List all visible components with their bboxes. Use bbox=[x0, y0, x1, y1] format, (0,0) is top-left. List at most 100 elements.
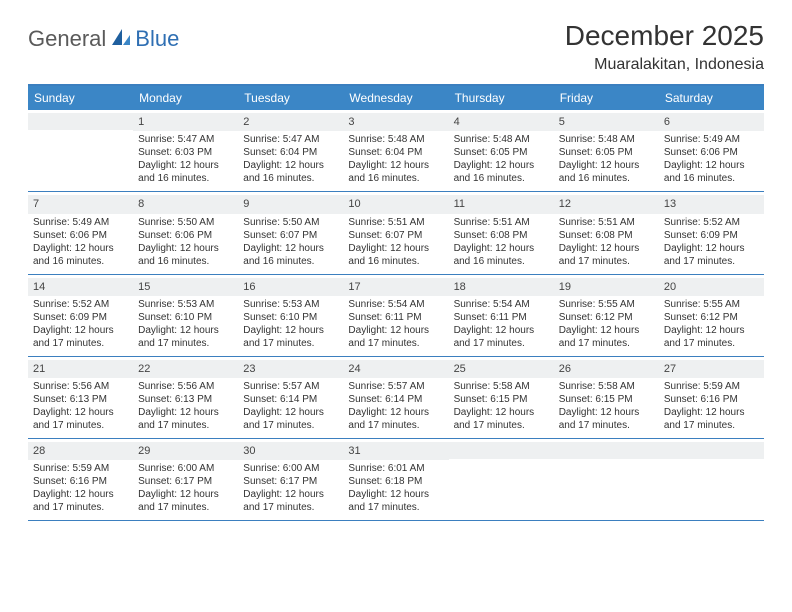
sunset-text: Sunset: 6:08 PM bbox=[559, 229, 654, 242]
sunset-text: Sunset: 6:03 PM bbox=[138, 146, 233, 159]
sunrise-text: Sunrise: 5:57 AM bbox=[243, 380, 338, 393]
sunrise-text: Sunrise: 5:54 AM bbox=[454, 298, 549, 311]
week-row: 7Sunrise: 5:49 AMSunset: 6:06 PMDaylight… bbox=[28, 192, 764, 274]
day-number: 18 bbox=[449, 278, 554, 296]
day-number: 26 bbox=[554, 360, 659, 378]
sunrise-text: Sunrise: 5:56 AM bbox=[33, 380, 128, 393]
day-number: 23 bbox=[238, 360, 343, 378]
day-header-monday: Monday bbox=[133, 86, 238, 110]
location: Muaralakitan, Indonesia bbox=[565, 56, 764, 74]
sunset-text: Sunset: 6:06 PM bbox=[138, 229, 233, 242]
day-number: 5 bbox=[554, 113, 659, 131]
sunrise-text: Sunrise: 5:51 AM bbox=[348, 216, 443, 229]
sunset-text: Sunset: 6:15 PM bbox=[559, 393, 654, 406]
day-header-thursday: Thursday bbox=[449, 86, 554, 110]
day-number bbox=[659, 442, 764, 459]
day-cell: 21Sunrise: 5:56 AMSunset: 6:13 PMDayligh… bbox=[28, 357, 133, 438]
sunset-text: Sunset: 6:12 PM bbox=[559, 311, 654, 324]
sunset-text: Sunset: 6:13 PM bbox=[33, 393, 128, 406]
daylight-text: Daylight: 12 hours and 17 minutes. bbox=[33, 488, 128, 514]
daylight-text: Daylight: 12 hours and 17 minutes. bbox=[243, 488, 338, 514]
day-header-sunday: Sunday bbox=[28, 86, 133, 110]
sunrise-text: Sunrise: 5:48 AM bbox=[559, 133, 654, 146]
sunrise-text: Sunrise: 5:53 AM bbox=[138, 298, 233, 311]
sunrise-text: Sunrise: 5:54 AM bbox=[348, 298, 443, 311]
day-number: 20 bbox=[659, 278, 764, 296]
sunset-text: Sunset: 6:06 PM bbox=[664, 146, 759, 159]
day-number: 29 bbox=[133, 442, 238, 460]
title-block: December 2025 Muaralakitan, Indonesia bbox=[565, 20, 764, 74]
sunset-text: Sunset: 6:12 PM bbox=[664, 311, 759, 324]
sunset-text: Sunset: 6:05 PM bbox=[454, 146, 549, 159]
day-cell: 25Sunrise: 5:58 AMSunset: 6:15 PMDayligh… bbox=[449, 357, 554, 438]
sunrise-text: Sunrise: 5:53 AM bbox=[243, 298, 338, 311]
daylight-text: Daylight: 12 hours and 17 minutes. bbox=[138, 406, 233, 432]
sunrise-text: Sunrise: 5:51 AM bbox=[559, 216, 654, 229]
daylight-text: Daylight: 12 hours and 16 minutes. bbox=[243, 159, 338, 185]
sunset-text: Sunset: 6:14 PM bbox=[243, 393, 338, 406]
daylight-text: Daylight: 12 hours and 17 minutes. bbox=[243, 406, 338, 432]
sunset-text: Sunset: 6:06 PM bbox=[33, 229, 128, 242]
sunset-text: Sunset: 6:11 PM bbox=[348, 311, 443, 324]
sunrise-text: Sunrise: 5:52 AM bbox=[664, 216, 759, 229]
day-cell: 8Sunrise: 5:50 AMSunset: 6:06 PMDaylight… bbox=[133, 192, 238, 273]
day-cell: 17Sunrise: 5:54 AMSunset: 6:11 PMDayligh… bbox=[343, 275, 448, 356]
sunrise-text: Sunrise: 5:50 AM bbox=[138, 216, 233, 229]
day-header-saturday: Saturday bbox=[659, 86, 764, 110]
day-number: 10 bbox=[343, 195, 448, 213]
day-cell: 15Sunrise: 5:53 AMSunset: 6:10 PMDayligh… bbox=[133, 275, 238, 356]
sunrise-text: Sunrise: 5:55 AM bbox=[559, 298, 654, 311]
day-cell: 2Sunrise: 5:47 AMSunset: 6:04 PMDaylight… bbox=[238, 110, 343, 191]
day-number: 25 bbox=[449, 360, 554, 378]
week-row: 14Sunrise: 5:52 AMSunset: 6:09 PMDayligh… bbox=[28, 275, 764, 357]
sunrise-text: Sunrise: 5:59 AM bbox=[664, 380, 759, 393]
day-header-row: SundayMondayTuesdayWednesdayThursdayFrid… bbox=[28, 86, 764, 110]
sunrise-text: Sunrise: 5:55 AM bbox=[664, 298, 759, 311]
day-number: 2 bbox=[238, 113, 343, 131]
sunset-text: Sunset: 6:11 PM bbox=[454, 311, 549, 324]
daylight-text: Daylight: 12 hours and 17 minutes. bbox=[664, 242, 759, 268]
daylight-text: Daylight: 12 hours and 16 minutes. bbox=[454, 159, 549, 185]
daylight-text: Daylight: 12 hours and 17 minutes. bbox=[664, 406, 759, 432]
day-number: 31 bbox=[343, 442, 448, 460]
sunset-text: Sunset: 6:08 PM bbox=[454, 229, 549, 242]
day-cell: 22Sunrise: 5:56 AMSunset: 6:13 PMDayligh… bbox=[133, 357, 238, 438]
sunset-text: Sunset: 6:04 PM bbox=[348, 146, 443, 159]
day-header-wednesday: Wednesday bbox=[343, 86, 448, 110]
sunrise-text: Sunrise: 5:58 AM bbox=[454, 380, 549, 393]
sunset-text: Sunset: 6:18 PM bbox=[348, 475, 443, 488]
sunrise-text: Sunrise: 5:48 AM bbox=[454, 133, 549, 146]
sunset-text: Sunset: 6:13 PM bbox=[138, 393, 233, 406]
logo-text-2: Blue bbox=[135, 26, 179, 52]
daylight-text: Daylight: 12 hours and 16 minutes. bbox=[559, 159, 654, 185]
day-cell: 4Sunrise: 5:48 AMSunset: 6:05 PMDaylight… bbox=[449, 110, 554, 191]
sunset-text: Sunset: 6:17 PM bbox=[243, 475, 338, 488]
day-cell: 24Sunrise: 5:57 AMSunset: 6:14 PMDayligh… bbox=[343, 357, 448, 438]
day-number: 24 bbox=[343, 360, 448, 378]
sunset-text: Sunset: 6:04 PM bbox=[243, 146, 338, 159]
day-cell: 5Sunrise: 5:48 AMSunset: 6:05 PMDaylight… bbox=[554, 110, 659, 191]
day-cell: 12Sunrise: 5:51 AMSunset: 6:08 PMDayligh… bbox=[554, 192, 659, 273]
day-cell: 9Sunrise: 5:50 AMSunset: 6:07 PMDaylight… bbox=[238, 192, 343, 273]
day-cell: 1Sunrise: 5:47 AMSunset: 6:03 PMDaylight… bbox=[133, 110, 238, 191]
week-row: 1Sunrise: 5:47 AMSunset: 6:03 PMDaylight… bbox=[28, 110, 764, 192]
sunset-text: Sunset: 6:07 PM bbox=[243, 229, 338, 242]
day-number: 16 bbox=[238, 278, 343, 296]
logo-sail-icon bbox=[110, 27, 132, 52]
day-cell: 10Sunrise: 5:51 AMSunset: 6:07 PMDayligh… bbox=[343, 192, 448, 273]
day-header-tuesday: Tuesday bbox=[238, 86, 343, 110]
daylight-text: Daylight: 12 hours and 16 minutes. bbox=[348, 242, 443, 268]
day-number: 22 bbox=[133, 360, 238, 378]
sunrise-text: Sunrise: 5:59 AM bbox=[33, 462, 128, 475]
daylight-text: Daylight: 12 hours and 16 minutes. bbox=[33, 242, 128, 268]
daylight-text: Daylight: 12 hours and 17 minutes. bbox=[243, 324, 338, 350]
day-number bbox=[449, 442, 554, 459]
logo: General Blue bbox=[28, 26, 179, 52]
day-cell bbox=[659, 439, 764, 520]
day-number: 7 bbox=[28, 195, 133, 213]
day-number bbox=[554, 442, 659, 459]
daylight-text: Daylight: 12 hours and 17 minutes. bbox=[348, 324, 443, 350]
day-header-friday: Friday bbox=[554, 86, 659, 110]
day-number: 9 bbox=[238, 195, 343, 213]
day-cell: 3Sunrise: 5:48 AMSunset: 6:04 PMDaylight… bbox=[343, 110, 448, 191]
